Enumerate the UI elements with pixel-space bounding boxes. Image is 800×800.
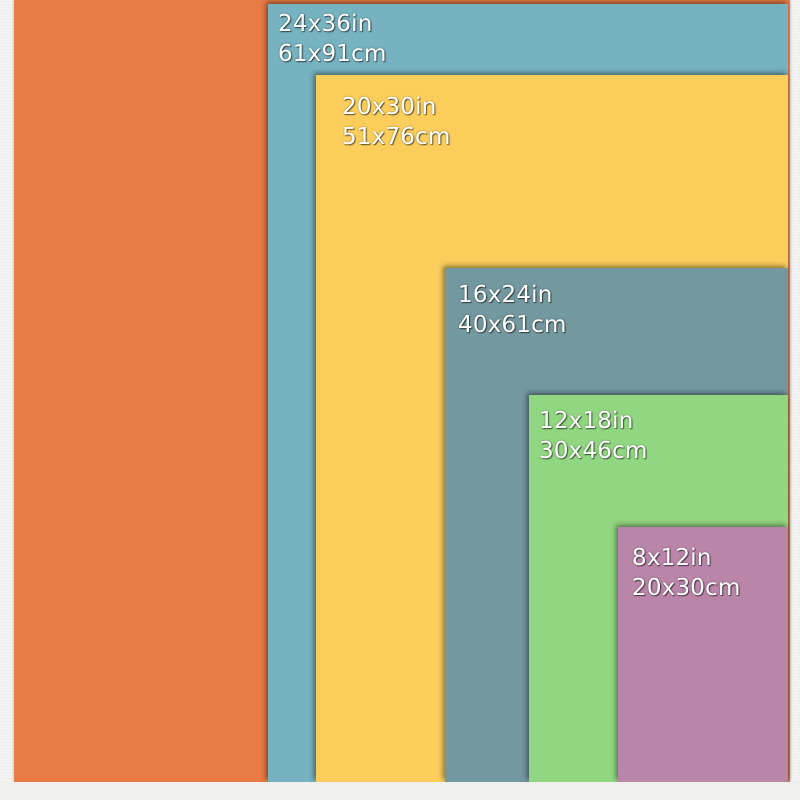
size-label-imperial: 20x30in <box>342 94 437 120</box>
size-label-imperial: 8x12in <box>632 545 712 571</box>
size-label-metric: 61x91cm <box>278 41 387 67</box>
size-label-metric: 20x30cm <box>632 575 741 601</box>
size-label-24x36: 24x36in 61x91cm <box>278 9 387 69</box>
size-panel-8x12 <box>618 527 788 782</box>
size-label-imperial: 16x24in <box>458 282 553 308</box>
size-label-12x18: 12x18in 30x46cm <box>539 406 648 466</box>
size-label-imperial: 12x18in <box>539 408 634 434</box>
size-label-16x24: 16x24in 40x61cm <box>458 280 567 340</box>
size-label-metric: 51x76cm <box>342 124 451 150</box>
size-label-metric: 30x46cm <box>539 438 648 464</box>
size-label-metric: 40x61cm <box>458 312 567 338</box>
size-label-20x30: 20x30in 51x76cm <box>342 92 451 152</box>
size-label-imperial: 24x36in <box>278 11 373 37</box>
bottom-paper-strip <box>0 782 800 800</box>
size-label-8x12: 8x12in 20x30cm <box>632 543 741 603</box>
